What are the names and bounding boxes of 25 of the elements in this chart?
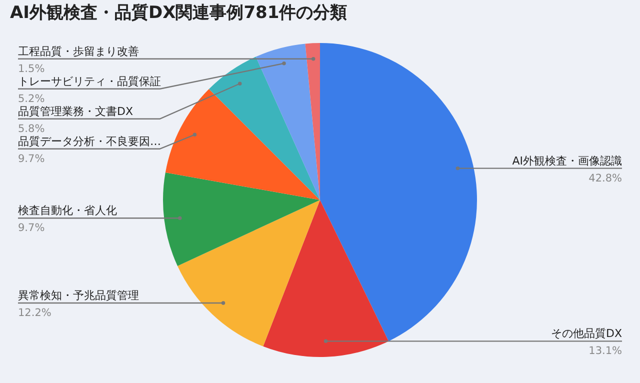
data-label: 9.7% xyxy=(18,152,45,165)
data-label: 5.2% xyxy=(18,92,45,105)
pie-slice xyxy=(165,88,320,200)
pie-slice xyxy=(178,200,320,346)
pie-slice xyxy=(305,43,320,200)
pie-slice xyxy=(320,43,477,342)
slice-label: AI外観検査・画像認識 xyxy=(512,154,622,168)
pie-slice xyxy=(208,56,320,200)
slice-label: 品質データ分析・不良要因… xyxy=(18,134,161,148)
data-label: 12.2% xyxy=(18,307,52,320)
slice-label: 異常検知・予兆品質管理 xyxy=(18,289,139,302)
chart-title: AI外観検査・品質DX関連事例781件の分類 xyxy=(10,3,348,23)
data-label: 5.8% xyxy=(18,122,45,135)
slice-label: 品質管理業務・文書DX xyxy=(18,104,134,118)
slice-label: その他品質DX xyxy=(550,327,622,340)
slice-label: トレーサビリティ・品質保証 xyxy=(18,74,161,88)
data-label: 1.5% xyxy=(18,62,45,75)
slice-label: 工程品質・歩留まり改善 xyxy=(18,44,139,58)
pie-slice xyxy=(163,172,320,266)
data-label: 9.7% xyxy=(18,222,45,234)
data-label: 13.1% xyxy=(588,345,622,358)
slice-label: 検査自動化・省人化 xyxy=(18,204,117,218)
pie-slice xyxy=(256,44,320,200)
pie-slice xyxy=(263,200,389,357)
data-label: 42.8% xyxy=(588,172,622,184)
